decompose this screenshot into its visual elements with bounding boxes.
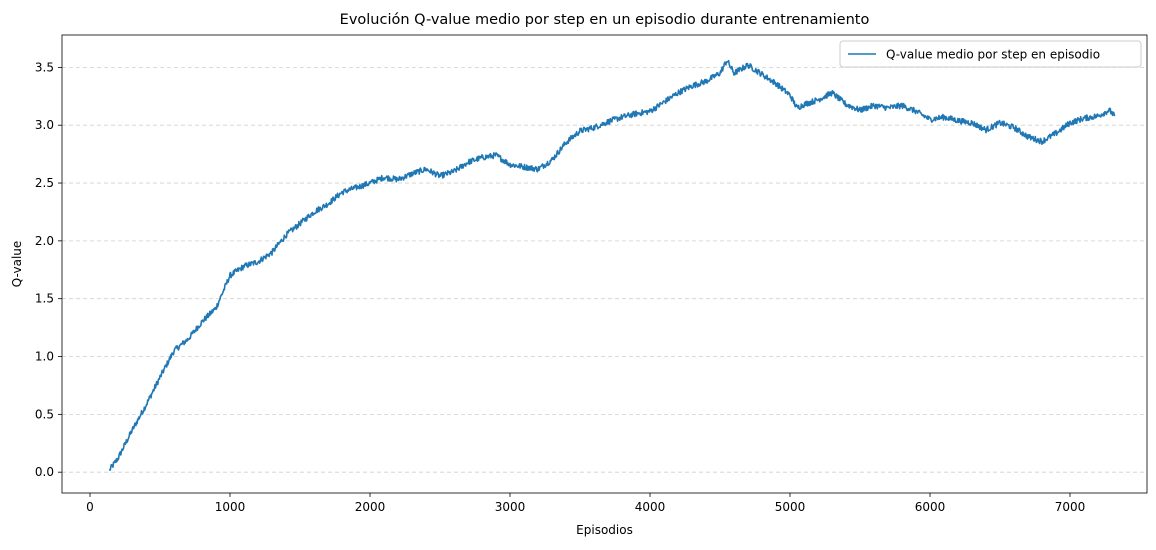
legend-entry: Q-value medio por step en episodio bbox=[886, 48, 1100, 62]
x-axis-label: Episodios bbox=[576, 523, 633, 537]
y-axis: 0.0 0.5 1.0 1.5 2.0 2.5 3.0 3.5 bbox=[35, 60, 62, 479]
series-line bbox=[108, 59, 1116, 472]
y-tick-label: 3.0 bbox=[35, 118, 54, 132]
chart-title: Evolución Q-value medio por step en un e… bbox=[340, 12, 870, 28]
data-line-layer bbox=[108, 59, 1116, 472]
x-axis: 0 1000 2000 3000 4000 5000 6000 7000 bbox=[86, 493, 1085, 514]
x-tick-label: 2000 bbox=[355, 500, 386, 514]
y-tick-label: 1.5 bbox=[35, 292, 54, 306]
x-tick-label: 7000 bbox=[1055, 500, 1086, 514]
x-tick-label: 0 bbox=[86, 500, 94, 514]
y-tick-label: 2.0 bbox=[35, 234, 54, 248]
y-tick-label: 3.5 bbox=[35, 60, 54, 74]
x-tick-label: 5000 bbox=[775, 500, 806, 514]
plot-frame bbox=[61, 34, 1148, 494]
y-tick-label: 0.5 bbox=[35, 407, 54, 421]
x-tick-label: 4000 bbox=[635, 500, 666, 514]
x-tick-label: 1000 bbox=[215, 500, 246, 514]
y-tick-label: 2.5 bbox=[35, 176, 54, 190]
y-tick-label: 1.0 bbox=[35, 350, 54, 364]
legend: Q-value medio por step en episodio bbox=[839, 40, 1142, 68]
x-tick-label: 3000 bbox=[495, 500, 526, 514]
legend-box bbox=[839, 40, 1142, 68]
y-axis-label: Q-value bbox=[10, 241, 24, 288]
x-tick-label: 6000 bbox=[915, 500, 946, 514]
y-tick-label: 0.0 bbox=[35, 465, 54, 479]
